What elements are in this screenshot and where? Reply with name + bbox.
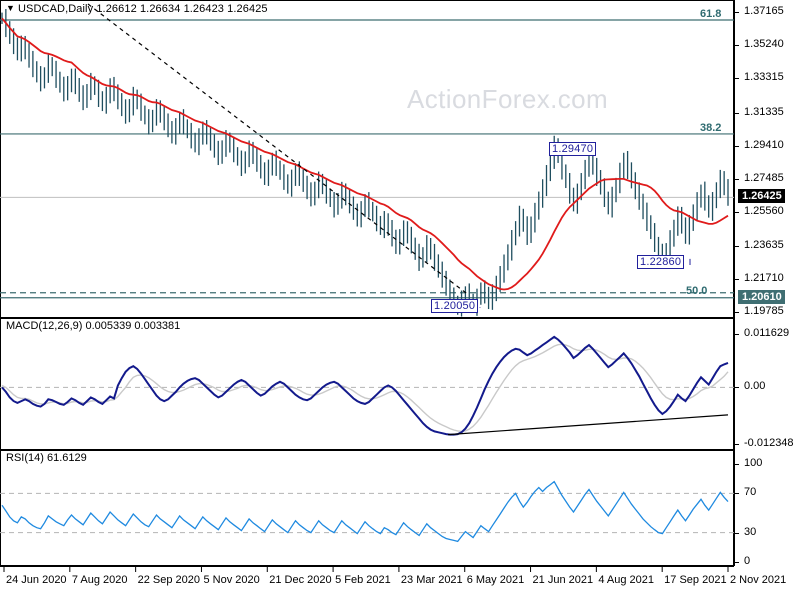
rsi-y-label: 0 [744,555,751,567]
rsi-plot-area[interactable] [0,450,734,566]
rsi-axis-right: 100 70 30 0 [734,450,800,567]
rsi-y-tick [734,493,739,495]
price-plot-area[interactable] [0,0,734,318]
rsi-chart-svg [0,450,734,566]
price-y-label: 1.33315 [744,71,784,84]
price-y-tick [734,179,739,181]
x-axis: 24 Jun 2020 7 Aug 2020 22 Sep 2020 5 Nov 20… [0,566,800,600]
macd-title: MACD(12,26,9) 0.005339 0.003381 [6,320,181,332]
macd-axis-line [734,318,735,450]
x-axis-label: 2 Nov 2021 [730,574,787,586]
rsi-title: RSI(14) 61.6129 [6,452,87,464]
current-price-badge: 1.26425 [738,189,785,204]
price-y-label: 1.29410 [744,138,784,151]
price-axis-right: 1.37165 1.35240 1.33315 1.31335 1.29410 1.274… [734,0,800,318]
symbol-header: ▼ USDCAD,Daily 1.26612 1.26634 1.26423 1.… [6,3,268,15]
price-callout-tag[interactable]: 1.29470 [549,142,597,156]
macd-axis-right: 0.011629 0.00 -0.012348 [734,318,800,450]
price-y-tick [734,78,739,80]
macd-y-label: 0.00 [744,380,766,393]
price-y-label: 1.25560 [744,205,784,218]
x-axis-label: 5 Feb 2021 [335,574,391,586]
fib-level-label: 50.0 [686,284,708,297]
price-y-label: 1.31335 [744,105,784,118]
fib-level-label: 61.8 [700,8,722,21]
x-axis-label: 24 Jun 2020 [6,574,67,586]
price-panel[interactable]: 1.37165 1.35240 1.33315 1.31335 1.29410 1.274… [0,0,800,318]
rsi-panel[interactable]: 100 70 30 0 RSI(14) 61.6129 [0,450,800,567]
x-axis-label: 6 May 2021 [466,574,525,586]
price-y-tick [734,145,739,147]
x-axis-label: 23 Mar 2021 [400,574,463,586]
rsi-y-label: 30 [744,525,757,538]
macd-y-tick [734,334,739,335]
x-axis-ticks [0,566,734,572]
price-y-label: 1.21710 [744,271,784,284]
price-y-tick [734,245,739,247]
macd-y-label: 0.011629 [744,327,790,339]
macd-plot-area[interactable] [0,318,734,450]
x-axis-label: 21 Dec 2020 [269,574,332,586]
rsi-y-label: 70 [744,486,757,499]
rsi-y-label: 100 [744,457,763,469]
collapse-icon[interactable]: ▼ [6,3,16,13]
price-y-tick [734,312,739,313]
price-y-tick [734,12,739,13]
price-y-tick [734,278,739,280]
price-axis-line [734,0,735,318]
price-chart-svg [0,0,734,318]
price-callout-tag[interactable]: 1.20050 [431,299,479,313]
macd-y-label: -0.012348 [744,437,794,449]
symbol-header-text: USDCAD,Daily 1.26612 1.26634 1.26423 1.2… [18,3,268,15]
fib-level-label: 38.2 [700,121,722,134]
macd-panel[interactable]: 0.011629 0.00 -0.012348 MACD(12,26,9) 0.00… [0,318,800,450]
rsi-y-tick [734,464,739,465]
watermark-actionforex: ActionForex.com [407,84,609,114]
price-y-label: 1.27485 [744,172,784,185]
rsi-axis-line [734,450,735,566]
macd-y-tick [734,444,739,445]
price-y-label: 1.23635 [744,238,784,251]
price-y-label: 1.37165 [744,5,784,17]
macd-chart-svg [0,318,734,450]
price-y-tick [734,212,739,214]
x-axis-label: 7 Aug 2020 [71,574,128,586]
price-y-label: 1.35240 [744,38,784,51]
x-axis-label: 21 Jun 2021 [532,574,594,586]
price-y-tick [734,45,739,47]
x-axis-label: 5 Nov 2020 [203,574,260,586]
rsi-y-tick [734,532,739,534]
macd-y-tick [734,387,739,389]
x-axis-label: 22 Sep 2020 [137,574,201,586]
rsi-y-tick [734,562,739,563]
support-price-badge: 1.20610 [738,289,785,304]
price-y-label: 1.19785 [744,305,784,317]
x-axis-label: 4 Aug 2021 [598,574,655,586]
price-y-tick [734,112,739,114]
price-callout-tag[interactable]: 1.22860 [637,255,685,269]
x-axis-label: 17 Sep 2021 [664,574,727,586]
